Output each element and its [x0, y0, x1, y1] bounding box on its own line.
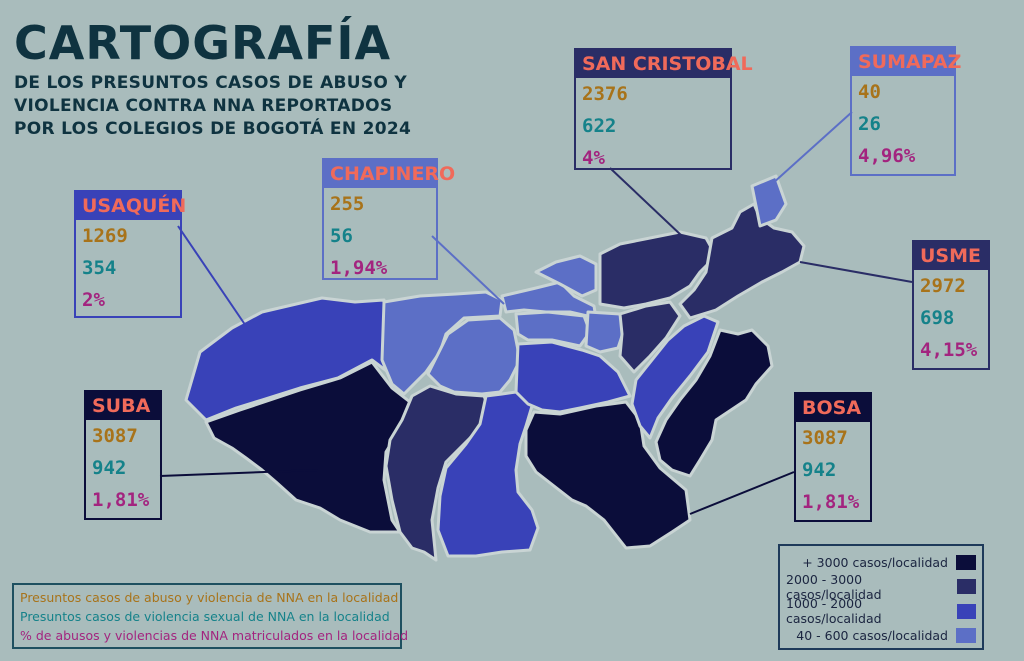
card-usaquen-sexual: 354 — [82, 257, 117, 279]
card-chapinero: CHAPINERO 255 56 1,94% — [322, 158, 455, 280]
card-sumapaz-sexual: 26 — [858, 113, 881, 135]
legend-range-row: 2000 - 3000 casos/localidad — [786, 571, 976, 602]
card-chapinero-sexual: 56 — [330, 225, 353, 247]
district-suba — [204, 360, 412, 534]
card-usaquen-name: USAQUÉN — [76, 192, 186, 220]
legend-range-label: 40 - 600 casos/localidad — [796, 628, 948, 644]
card-bosa: BOSA 3087 942 1,81% — [794, 392, 872, 522]
leader-line-usme — [799, 261, 913, 283]
card-usaquen: USAQUÉN 1269 354 2% — [74, 190, 186, 318]
legend-range-row: + 3000 casos/localidad — [786, 550, 976, 575]
leader-line-chapinero — [431, 235, 505, 305]
district-antonio-narino — [630, 314, 720, 440]
legend-range-label: 2000 - 3000 casos/localidad — [786, 571, 882, 602]
legend-sexual-label: Presuntos casos de violencia sexual de N… — [20, 609, 390, 624]
district-kennedy — [384, 384, 492, 562]
card-sumapaz-percent: 4,96% — [858, 145, 916, 167]
legend-swatch — [957, 603, 976, 619]
district-ciudad-bolivar — [524, 400, 692, 550]
card-sumapaz-abuse: 40 — [858, 81, 881, 103]
card-san-cristobal-percent: 4% — [582, 147, 605, 169]
leader-line-san-cristobal — [609, 167, 683, 237]
legend-range-label: + 3000 casos/localidad — [802, 554, 948, 570]
card-usme-abuse: 2972 — [920, 275, 966, 297]
card-sumapaz: SUMAPAZ 40 26 4,96% — [850, 46, 961, 176]
card-chapinero-abuse: 255 — [330, 193, 365, 215]
subtitle-line-1: DE LOS PRESUNTOS CASOS DE ABUSO Y — [14, 73, 408, 93]
legend-swatch — [956, 628, 976, 644]
card-san-cristobal-sexual: 622 — [582, 115, 617, 137]
card-suba-abuse: 3087 — [92, 425, 138, 447]
card-san-cristobal-name: SAN CRISTOBAL — [576, 50, 753, 78]
card-suba: SUBA 3087 942 1,81% — [84, 390, 162, 520]
leader-line-suba — [159, 469, 319, 477]
map-title: CARTOGRAFÍA — [14, 16, 392, 70]
card-chapinero-name: CHAPINERO — [324, 160, 455, 188]
leader-line-usaquen — [177, 225, 251, 333]
subtitle-line-3: POR LOS COLEGIOS DE BOGOTÁ EN 2024 — [14, 119, 412, 139]
card-suba-name: SUBA — [86, 392, 160, 420]
card-usme-name: USME — [914, 242, 988, 270]
district-tunjuelito — [436, 390, 540, 558]
district-fontibon — [426, 316, 522, 396]
leader-line-sumapaz — [771, 111, 853, 185]
card-suba-sexual: 942 — [92, 457, 127, 479]
legend-swatch — [957, 579, 976, 595]
legend-range-row: 40 - 600 casos/localidad — [786, 624, 976, 649]
district-sumapaz — [750, 174, 788, 228]
card-usme-sexual: 698 — [920, 307, 955, 329]
district-usme — [654, 328, 774, 478]
card-bosa-percent: 1,81% — [802, 491, 860, 513]
district-teusaquillo — [514, 310, 592, 348]
legend-percent-label: % de abusos y violencias de NNA matricul… — [20, 628, 409, 643]
card-chapinero-percent: 1,94% — [330, 257, 388, 279]
subtitle-line-2: VIOLENCIA CONTRA NNA REPORTADOS — [14, 96, 393, 116]
legend-range-label: 1000 - 2000 casos/localidad — [786, 596, 882, 627]
card-usme: USME 2972 698 4,15% — [912, 240, 990, 370]
district-usme-top — [678, 202, 806, 320]
card-san-cristobal-abuse: 2376 — [582, 83, 628, 105]
legend-range-row: 1000 - 2000 casos/localidad — [786, 596, 976, 627]
card-usaquen-abuse: 1269 — [82, 225, 128, 247]
district-rafael-uribe — [618, 300, 682, 374]
card-bosa-abuse: 3087 — [802, 427, 848, 449]
card-suba-percent: 1,81% — [92, 489, 150, 511]
card-bosa-name: BOSA — [796, 394, 870, 422]
district-san-cristobal — [598, 230, 718, 310]
card-san-cristobal: SAN CRISTOBAL 2376 622 4% — [574, 48, 753, 170]
indicator-legend: Presuntos casos de abuso y violencia de … — [12, 583, 409, 649]
card-bosa-sexual: 942 — [802, 459, 837, 481]
card-usaquen-percent: 2% — [82, 289, 105, 311]
district-puente-aranda — [514, 340, 632, 414]
legend-abuse-label: Presuntos casos de abuso y violencia de … — [20, 590, 399, 605]
case-range-legend: + 3000 casos/localidad 2000 - 3000 casos… — [778, 544, 984, 650]
leader-line-bosa — [689, 471, 795, 515]
card-sumapaz-name: SUMAPAZ — [852, 48, 961, 76]
district-chapinero-top — [534, 254, 598, 298]
card-usme-percent: 4,15% — [920, 339, 978, 361]
district-santafe — [584, 310, 626, 354]
legend-swatch — [956, 554, 976, 570]
